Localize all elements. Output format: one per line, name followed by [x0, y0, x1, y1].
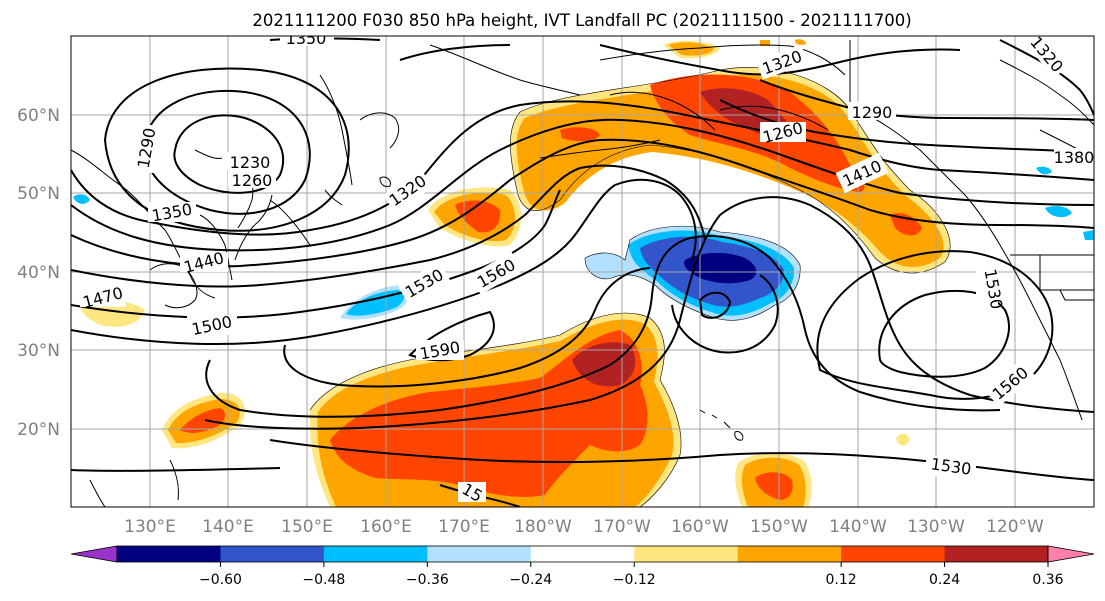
lon-label: 150°W — [750, 517, 808, 537]
colorbar-segment — [220, 546, 325, 562]
map-frame — [70, 35, 1095, 508]
colorbar-segment — [323, 546, 428, 562]
lon-label: 160°W — [671, 517, 729, 537]
colorbar-tick-label: 0.12 — [826, 572, 857, 588]
lon-label: 130°E — [124, 517, 176, 537]
lon-label: 180°W — [514, 517, 572, 537]
contour-label: 1260 — [232, 171, 273, 190]
lon-label: 130°W — [907, 517, 965, 537]
map-title: 2021111200 F030 850 hPa height, IVT Land… — [252, 11, 911, 30]
colorbar-tick-label: 0.24 — [929, 572, 960, 588]
lon-label: 140°W — [829, 517, 887, 537]
map-gridlines — [71, 36, 1094, 507]
colorbar-segment — [530, 546, 635, 562]
colorbar-segment — [427, 546, 532, 562]
colorbar-tick-labels: −0.60−0.48−0.36−0.24−0.120.120.240.360.4… — [199, 562, 1064, 588]
lon-label: 170°W — [593, 517, 651, 537]
colorbar-tick-label: −0.12 — [613, 572, 656, 588]
lon-label: 140°E — [202, 517, 254, 537]
colorbar-segment — [634, 546, 739, 562]
lat-label: 50°N — [17, 184, 60, 204]
colorbar-tick-label: 0.36 — [1032, 572, 1063, 588]
colorbar-segment — [117, 546, 221, 562]
lat-label: 60°N — [17, 106, 60, 126]
lon-label: 160°E — [360, 517, 412, 537]
contour-label: 1230 — [230, 153, 271, 172]
colorbar: −0.60−0.48−0.36−0.24−0.120.120.240.360.4… — [70, 545, 1095, 588]
colorbar-segment — [841, 546, 946, 562]
coastlines — [71, 40, 1094, 507]
colorbar-segments — [117, 546, 1049, 562]
latitude-labels: 60°N 50°N 40°N 30°N 20°N — [17, 106, 60, 440]
colorbar-tick-label: −0.48 — [302, 572, 345, 588]
contour-labels: 1350 1320 1290 1260 1230 1260 1290 1320 … — [80, 29, 1095, 506]
colorbar-tick-label: −0.24 — [509, 572, 552, 588]
contour-label: 1290 — [852, 103, 893, 122]
colorbar-segment — [944, 546, 1049, 562]
contour-label: 1350 — [286, 29, 327, 48]
colorbar-segment — [737, 546, 842, 562]
colorbar-tick-label: −0.36 — [406, 572, 449, 588]
lat-label: 40°N — [17, 263, 60, 283]
lat-label: 20°N — [17, 420, 60, 440]
lat-label: 30°N — [17, 341, 60, 361]
longitude-labels: 130°E 140°E 150°E 160°E 170°E 180°W 170°… — [124, 517, 1044, 537]
colorbar-extend-low — [70, 545, 118, 563]
lon-label: 150°E — [281, 517, 333, 537]
colorbar-extend-high — [1047, 545, 1095, 563]
lon-label: 170°E — [438, 517, 490, 537]
colorbar-tick-label: −0.60 — [199, 572, 242, 588]
contour-label: 1380 — [1054, 148, 1095, 167]
map-content: 1350 1320 1290 1260 1230 1260 1290 1320 … — [71, 29, 1095, 507]
lon-label: 120°W — [986, 517, 1044, 537]
